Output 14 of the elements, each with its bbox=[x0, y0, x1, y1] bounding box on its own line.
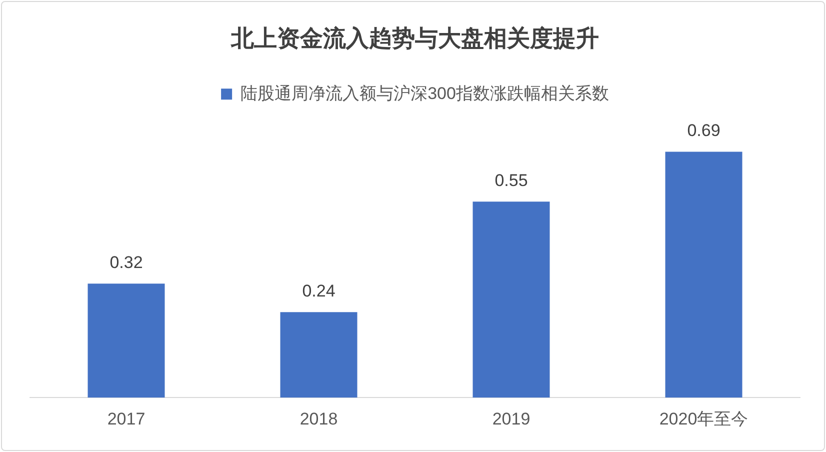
data-label: 0.69 bbox=[687, 120, 720, 140]
x-tick-label: 2020年至今 bbox=[659, 409, 748, 428]
bar bbox=[665, 152, 742, 398]
data-label: 0.24 bbox=[302, 281, 336, 300]
x-tick-label: 2017 bbox=[107, 409, 146, 428]
data-label: 0.55 bbox=[494, 170, 528, 190]
legend-label: 陆股通周净流入额与沪深300指数涨跌幅相关系数 bbox=[240, 84, 609, 103]
bar bbox=[472, 202, 550, 398]
chart-title: 北上资金流入趋势与大盘相关度提升 bbox=[230, 25, 599, 52]
x-tick-label: 2018 bbox=[300, 409, 338, 428]
data-label: 0.32 bbox=[110, 252, 143, 272]
bar bbox=[280, 312, 358, 398]
x-tick-label: 2019 bbox=[492, 409, 530, 428]
bar bbox=[88, 284, 165, 398]
